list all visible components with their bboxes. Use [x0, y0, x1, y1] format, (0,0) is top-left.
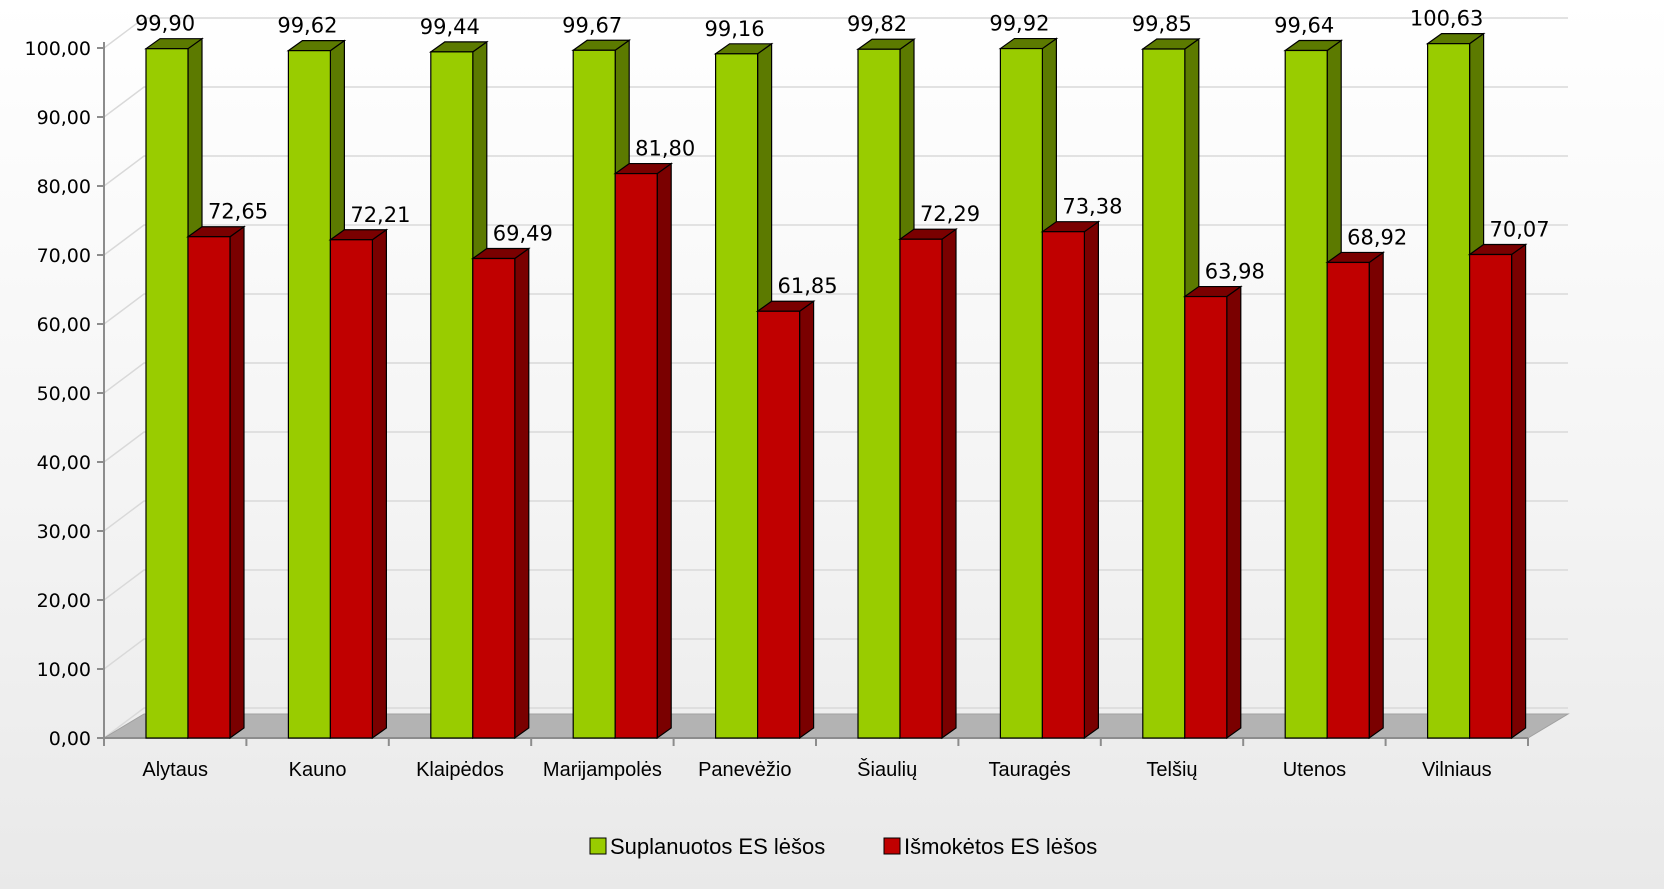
gridline	[103, 155, 1568, 187]
bar-side	[514, 247, 530, 740]
bar	[1326, 261, 1370, 739]
bar	[756, 310, 801, 739]
bar	[1142, 48, 1186, 739]
bar-side	[1368, 251, 1384, 740]
legend: Suplanuotos ES lėšos Išmokėtos ES lėšos	[589, 834, 1097, 859]
y-tick-label: 70,00	[37, 245, 91, 267]
x-tick-label: Klaipėdos	[416, 759, 504, 781]
gridline	[103, 17, 1568, 49]
data-label: 72,65	[208, 200, 268, 224]
data-label: 99,90	[135, 12, 195, 36]
x-tick-label: Telšių	[1146, 759, 1197, 781]
bar	[1468, 253, 1513, 739]
y-tick-label: 0,00	[49, 728, 91, 750]
bar	[572, 49, 616, 739]
bars	[144, 32, 1528, 740]
x-tick-label: Kauno	[289, 759, 347, 781]
bar	[1184, 295, 1228, 739]
data-label: 61,85	[778, 274, 838, 298]
y-tick-label: 40,00	[37, 452, 91, 474]
y-tick-label: 10,00	[37, 659, 91, 681]
data-label: 100,63	[1410, 7, 1483, 31]
legend-label: Išmokėtos ES lėšos	[904, 834, 1097, 859]
data-label: 99,64	[1274, 13, 1334, 37]
bar	[287, 50, 331, 739]
data-label: 99,67	[562, 13, 622, 37]
axes: 0,00 10,00 20,00 30,00 40,00 50,00 60,00 70,00 8…	[25, 38, 1529, 781]
bar-side	[941, 228, 957, 740]
x-tick-label: Šiaulių	[857, 758, 917, 781]
legend-swatch	[589, 837, 607, 855]
data-label: 99,92	[989, 12, 1049, 36]
data-label: 63,98	[1205, 260, 1265, 284]
y-tick-label: 20,00	[37, 590, 91, 612]
bar	[145, 48, 189, 739]
bar-side	[1083, 220, 1100, 740]
bar	[329, 239, 373, 739]
x-tick-label: Alytaus	[142, 759, 208, 781]
data-label: 69,49	[493, 222, 553, 246]
bar	[187, 236, 231, 739]
bar	[1426, 43, 1471, 739]
data-label: 99,16	[705, 17, 765, 41]
data-label: 99,85	[1132, 12, 1192, 36]
data-label: 99,44	[420, 15, 480, 39]
bar-side	[1226, 285, 1242, 740]
x-tick-label: Panevėžio	[698, 759, 791, 781]
y-tick-label: 100,00	[25, 38, 91, 60]
bar	[1284, 49, 1328, 739]
y-tick-label: 30,00	[37, 521, 91, 543]
legend-swatch	[883, 837, 901, 855]
x-tick-label: Vilniaus	[1422, 759, 1492, 781]
bar-side	[1510, 243, 1527, 740]
gridline	[103, 86, 1568, 118]
bar	[999, 47, 1044, 739]
legend-label: Suplanuotos ES lėšos	[610, 834, 825, 859]
y-tick-label: 80,00	[37, 176, 91, 198]
bar	[714, 53, 759, 739]
bar-side	[371, 228, 387, 740]
data-labels: 99,90 72,65 99,62 72,21 99,44 69,49 99,67 81,80…	[135, 7, 1550, 299]
y-tick-label: 60,00	[37, 314, 91, 336]
bar	[899, 238, 943, 739]
data-label: 68,92	[1347, 225, 1407, 249]
y-tick-label: 90,00	[37, 107, 91, 129]
data-label: 99,82	[847, 12, 907, 36]
y-tick-label: 50,00	[37, 383, 91, 405]
bar-side	[656, 162, 672, 740]
bar	[857, 48, 901, 739]
bar	[614, 172, 658, 739]
x-tick-label: Marijampolės	[543, 759, 662, 781]
bar	[472, 257, 516, 739]
data-label: 72,29	[920, 202, 980, 226]
data-label: 73,38	[1062, 195, 1122, 219]
bar	[430, 51, 474, 739]
data-label: 70,07	[1490, 218, 1550, 242]
data-label: 81,80	[635, 137, 695, 161]
gridlines	[103, 17, 1568, 739]
bar-side	[229, 225, 245, 740]
data-label: 99,62	[277, 14, 337, 38]
data-label: 72,21	[350, 203, 410, 227]
bar-side	[798, 300, 815, 740]
x-tick-label: Tauragės	[988, 759, 1070, 781]
x-tick-label: Utenos	[1283, 759, 1346, 781]
bar	[1041, 231, 1086, 739]
